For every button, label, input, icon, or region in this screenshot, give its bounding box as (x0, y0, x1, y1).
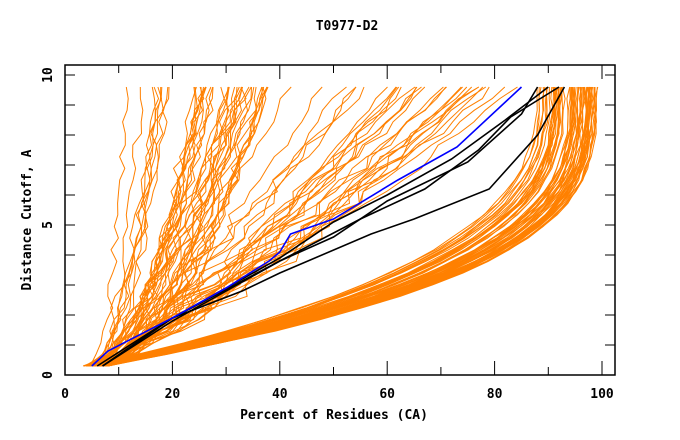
x-axis-label: Percent of Residues (CA) (240, 408, 428, 423)
model-curve (86, 86, 229, 367)
model-curve (95, 86, 225, 367)
model-curve (84, 86, 255, 367)
model-curve (84, 86, 164, 367)
model-curve (100, 86, 398, 367)
y-tick-label: 5 (41, 221, 56, 229)
model-curve (104, 86, 561, 367)
model-curve (95, 86, 169, 367)
model-curve (89, 86, 595, 367)
model-curve (99, 86, 588, 367)
model-curve (83, 86, 230, 367)
x-tick-label: 0 (61, 387, 69, 402)
x-tick-label: 20 (165, 387, 181, 402)
y-tick-label: 10 (41, 67, 56, 83)
chart-title: T0977-D2 (316, 19, 379, 34)
plot-frame (64, 64, 616, 376)
model-curve (104, 86, 388, 367)
model-curve (99, 86, 447, 367)
model-curve (94, 86, 162, 367)
model-curve (88, 86, 416, 367)
model-curve (107, 86, 556, 367)
x-tick-label: 40 (272, 387, 288, 402)
y-tick-label: 0 (41, 371, 56, 379)
model-curve (87, 86, 549, 367)
model-curve (103, 86, 463, 367)
model-curve (91, 86, 247, 367)
model-curve (89, 86, 170, 367)
highlight-series (91, 86, 566, 367)
model-curve (94, 86, 357, 367)
series-line-reference-3 (96, 86, 566, 367)
model-curve (102, 86, 243, 367)
model-curve (87, 86, 156, 367)
model-curve (95, 86, 487, 367)
axis-ticks: 0 20 40 60 80 100 0 5 10 (41, 65, 615, 402)
model-curve (100, 86, 596, 367)
y-axis-label: Distance Cutoff, A (20, 149, 35, 290)
x-tick-label: 100 (590, 387, 614, 402)
model-curve (101, 86, 400, 367)
series-line-highlight-model (91, 86, 523, 367)
model-curve (101, 86, 230, 367)
model-curve (86, 86, 579, 367)
model-curve (95, 86, 571, 367)
model-curve (89, 86, 129, 367)
model-curve (100, 86, 323, 367)
model-curve (98, 86, 575, 367)
model-curve (102, 86, 422, 367)
x-tick-label: 80 (487, 387, 503, 402)
series-line-reference-2 (102, 86, 560, 367)
model-curve (87, 86, 587, 367)
x-tick-label: 60 (379, 387, 395, 402)
model-curve (100, 86, 347, 367)
model-curve (101, 86, 250, 367)
model-curve (106, 86, 447, 367)
model-curve (103, 86, 484, 367)
model-curve (94, 86, 199, 367)
model-curve (110, 86, 357, 367)
model-curve (102, 86, 263, 367)
